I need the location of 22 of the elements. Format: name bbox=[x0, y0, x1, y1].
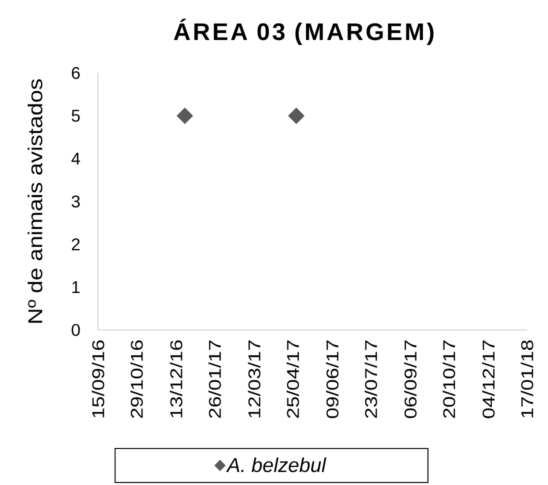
x-tick-label: 20/10/17 bbox=[442, 340, 456, 418]
y-tick-label: 5 bbox=[72, 110, 80, 122]
x-tick-label: 26/01/17 bbox=[208, 340, 221, 418]
x-tick-label: 06/09/17 bbox=[404, 340, 417, 418]
y-tick-label: 1 bbox=[72, 281, 80, 294]
y-tick-label: 6 bbox=[72, 66, 80, 80]
y-tick-label: 3 bbox=[72, 195, 80, 208]
x-tick-label: 13/12/16 bbox=[170, 340, 182, 418]
y-axis-title: Nº de animais avistados bbox=[28, 79, 42, 323]
y-tick-label: 2 bbox=[72, 238, 80, 250]
x-tick-label: 29/10/16 bbox=[130, 340, 143, 418]
x-tick-label: 12/03/17 bbox=[248, 340, 260, 418]
legend-label: A. belzebul bbox=[226, 457, 326, 472]
x-tick-label: 25/04/17 bbox=[286, 340, 300, 418]
x-tick-label: 17/01/18 bbox=[520, 340, 534, 418]
y-tick-label: 0 bbox=[72, 324, 80, 336]
y-tick-label: 4 bbox=[71, 152, 80, 165]
x-tick-label: 09/06/17 bbox=[326, 340, 338, 418]
x-tick-label: 04/12/17 bbox=[482, 340, 495, 418]
chart-title: ÁREA 03 (MARGEM) bbox=[174, 18, 434, 45]
x-tick-label: 15/09/16 bbox=[92, 340, 104, 418]
x-tick-label: 23/07/17 bbox=[364, 340, 378, 418]
